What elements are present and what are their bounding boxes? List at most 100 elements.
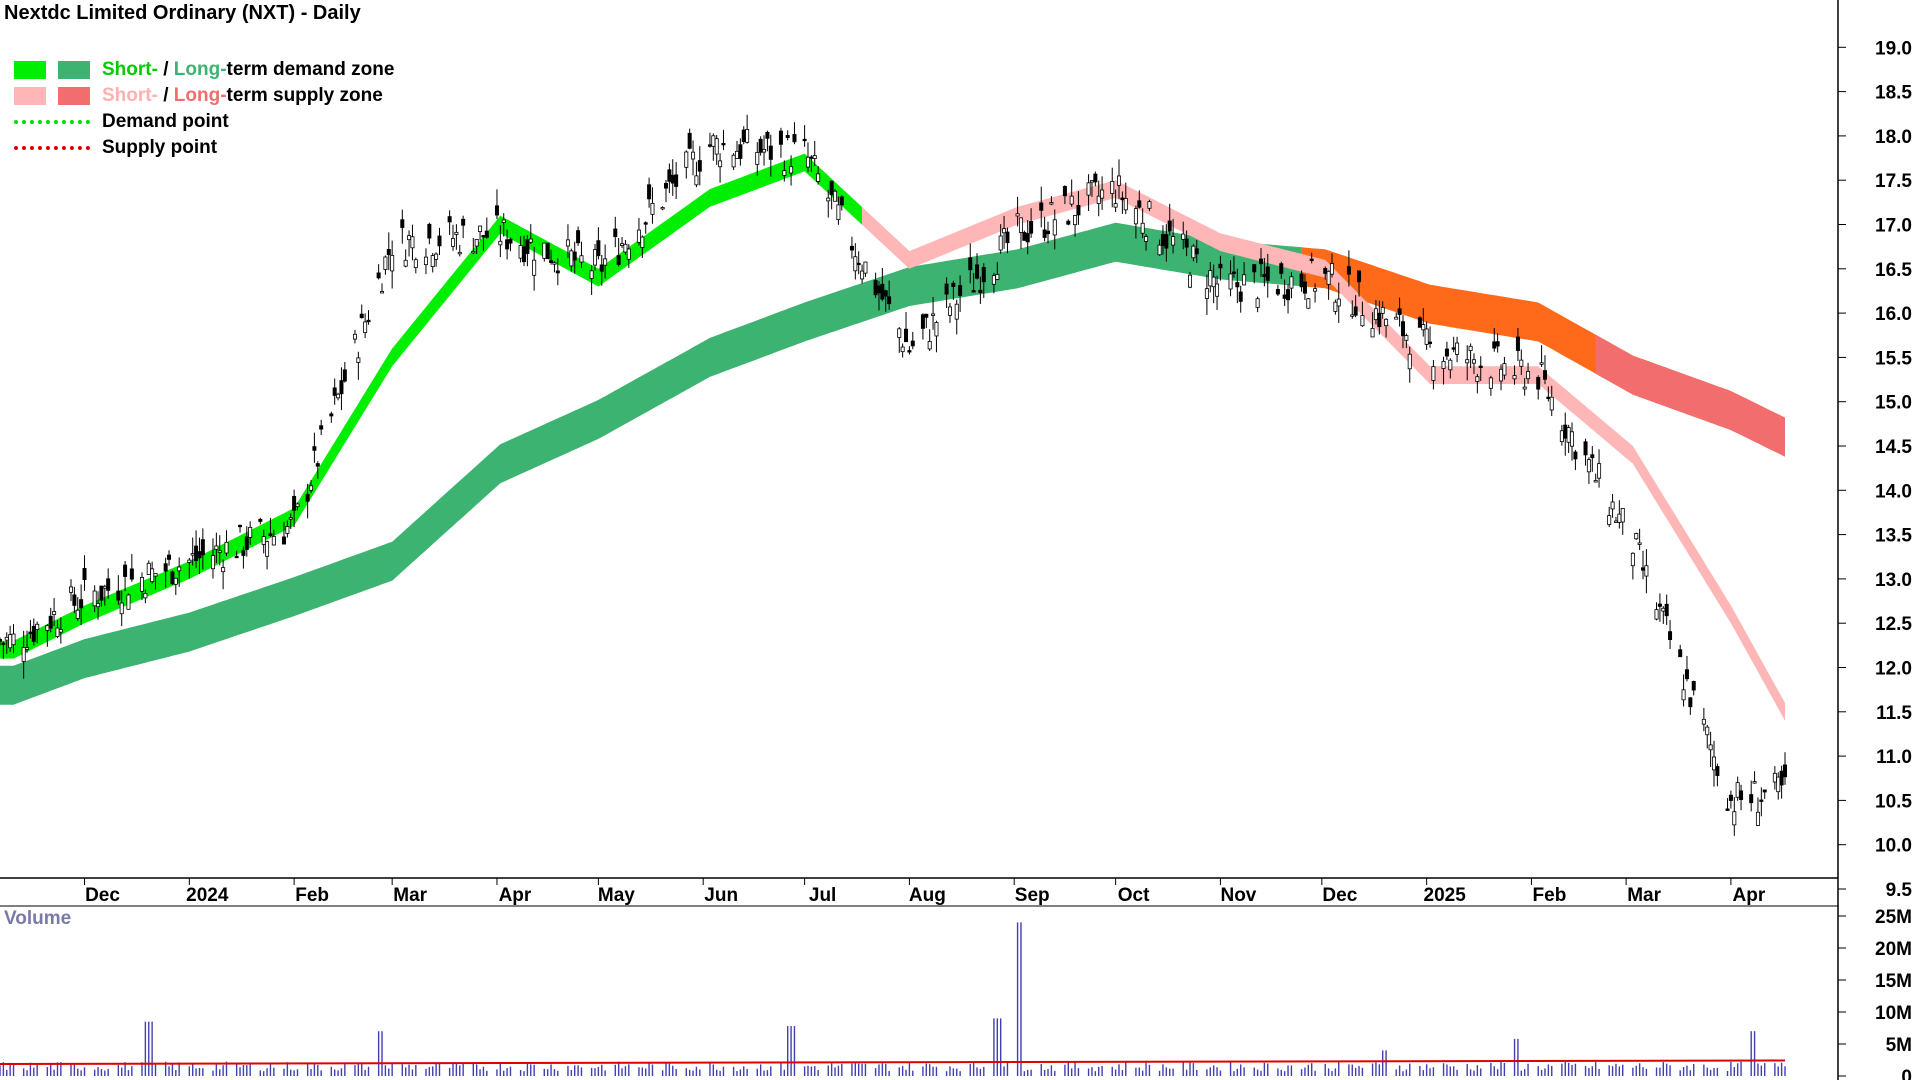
candle-body bbox=[1208, 270, 1213, 287]
candle-body bbox=[599, 264, 604, 272]
candle-body bbox=[194, 545, 199, 561]
candle-body bbox=[1657, 603, 1662, 607]
candle-body bbox=[1282, 294, 1287, 299]
candle-body bbox=[981, 267, 986, 283]
candle-body bbox=[1735, 782, 1740, 798]
volume-tick-label: 20M bbox=[1875, 939, 1912, 960]
candle-body bbox=[576, 230, 581, 244]
candle-body bbox=[434, 253, 439, 260]
candle-body bbox=[1407, 353, 1412, 370]
candle-body bbox=[542, 242, 547, 259]
candle-body bbox=[28, 631, 33, 634]
candle-body bbox=[261, 536, 266, 545]
candle-body bbox=[643, 222, 648, 225]
candle-body bbox=[525, 239, 530, 254]
candle-body bbox=[1046, 230, 1051, 235]
candle-body bbox=[332, 387, 337, 396]
candle-body bbox=[860, 270, 865, 280]
candle-body bbox=[217, 550, 222, 553]
supply-point-swatch bbox=[14, 146, 90, 150]
candle-body bbox=[1353, 306, 1358, 316]
candle-body bbox=[1684, 669, 1689, 680]
candle-body bbox=[146, 562, 151, 575]
candle-body bbox=[319, 425, 324, 430]
candle-body bbox=[1559, 430, 1564, 443]
candle-body bbox=[390, 255, 395, 272]
candle-body bbox=[437, 235, 442, 247]
candle-body bbox=[792, 134, 797, 143]
candle-body bbox=[481, 235, 486, 238]
candle-body bbox=[129, 568, 134, 580]
candle-body bbox=[1759, 799, 1764, 802]
candle-body bbox=[829, 180, 834, 196]
candle-body bbox=[998, 235, 1003, 251]
y-tick-label: 19.0 bbox=[1875, 38, 1912, 59]
candle-body bbox=[1086, 182, 1091, 196]
candle-body bbox=[123, 564, 128, 577]
x-tick-label: May bbox=[598, 885, 635, 906]
candle-body bbox=[1286, 289, 1291, 301]
candle-body bbox=[863, 261, 868, 274]
candle-body bbox=[72, 594, 77, 606]
candle-body bbox=[1617, 513, 1622, 523]
candle-body bbox=[430, 255, 435, 268]
candle-body bbox=[1357, 270, 1362, 283]
candle-body bbox=[288, 517, 293, 520]
candle-body bbox=[1039, 202, 1044, 211]
candle-body bbox=[1113, 203, 1118, 208]
candle-body bbox=[782, 170, 787, 176]
candle-body bbox=[900, 346, 905, 353]
candle-body bbox=[31, 625, 36, 642]
y-tick-label: 12.5 bbox=[1875, 614, 1912, 635]
candle-body bbox=[616, 255, 621, 265]
candle-body bbox=[1140, 222, 1145, 234]
candle-body bbox=[1573, 451, 1578, 460]
candle-body bbox=[1022, 232, 1027, 241]
x-tick-label: Mar bbox=[393, 885, 427, 906]
volume-tick-label: 0 bbox=[1901, 1067, 1912, 1080]
candle-body bbox=[92, 590, 97, 607]
candle-body bbox=[1570, 431, 1575, 447]
candle-body bbox=[1005, 231, 1010, 244]
y-tick-label: 17.5 bbox=[1875, 171, 1912, 192]
candle-body bbox=[305, 493, 310, 502]
candle-body bbox=[143, 593, 148, 599]
candle-body bbox=[1421, 324, 1426, 331]
candle-body bbox=[508, 238, 513, 244]
candle-body bbox=[650, 202, 655, 215]
candle-body bbox=[1238, 291, 1243, 302]
candle-body bbox=[741, 129, 746, 143]
candle-body bbox=[1668, 631, 1673, 641]
x-tick-label: Dec bbox=[1322, 885, 1357, 906]
candle-body bbox=[1184, 238, 1189, 248]
candle-body bbox=[427, 223, 432, 239]
y-tick-label: 16.0 bbox=[1875, 304, 1912, 325]
legend-supply-point-label: Supply point bbox=[102, 137, 218, 158]
candle-body bbox=[1373, 308, 1378, 321]
candle-body bbox=[1181, 233, 1186, 240]
y-tick-label: 13.0 bbox=[1875, 570, 1912, 591]
candle-body bbox=[1218, 263, 1223, 269]
candle-body bbox=[1255, 298, 1260, 308]
candle-body bbox=[1167, 220, 1172, 232]
legend-demand-rest: term demand zone bbox=[226, 59, 395, 80]
candle-body bbox=[572, 251, 577, 261]
candle-body bbox=[826, 197, 831, 202]
candle-body bbox=[498, 240, 503, 246]
candle-body bbox=[1661, 607, 1666, 612]
candle-body bbox=[636, 229, 641, 243]
labels-layer: 19.0 18.5 18.0 17.5 17.0 16.5 16.0 15.5 15.0 14.5… bbox=[85, 38, 1912, 1080]
candle-body bbox=[745, 129, 750, 143]
candle-body bbox=[1448, 359, 1453, 371]
candle-body bbox=[58, 629, 63, 633]
candle-body bbox=[1062, 186, 1067, 197]
candle-body bbox=[295, 503, 300, 508]
candle-body bbox=[366, 319, 371, 323]
candle-body bbox=[1539, 362, 1544, 365]
candle-body bbox=[853, 256, 858, 272]
candle-body bbox=[1275, 289, 1280, 295]
candle-body bbox=[839, 196, 844, 206]
candle-body bbox=[1779, 770, 1784, 786]
candle-body bbox=[647, 184, 652, 200]
short-term-supply-zone bbox=[862, 180, 1785, 721]
